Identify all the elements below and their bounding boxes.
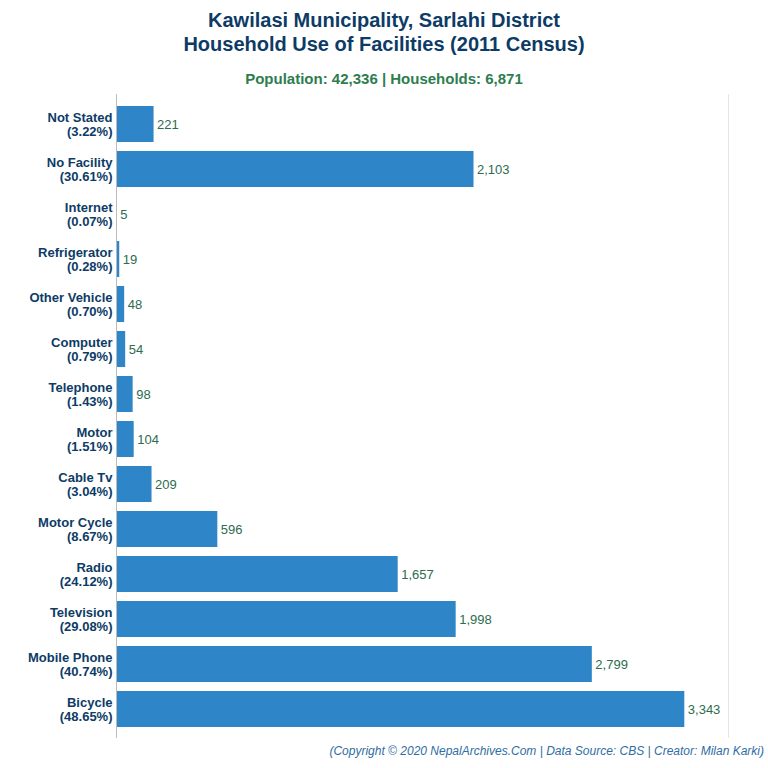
svg-text:Telephone(1.43%): Telephone(1.43%) — [48, 380, 112, 409]
svg-text:Motor(1.51%): Motor(1.51%) — [67, 425, 113, 454]
svg-text:596: 596 — [221, 522, 243, 537]
svg-text:Internet(0.07%): Internet(0.07%) — [65, 200, 113, 229]
svg-text:209: 209 — [155, 477, 177, 492]
svg-text:Cable Tv(3.04%): Cable Tv(3.04%) — [58, 470, 113, 499]
svg-text:Computer(0.79%): Computer(0.79%) — [51, 335, 112, 364]
svg-text:2,103: 2,103 — [477, 162, 510, 177]
svg-text:19: 19 — [123, 252, 137, 267]
svg-text:Motor Cycle(8.67%): Motor Cycle(8.67%) — [38, 515, 112, 544]
svg-text:98: 98 — [136, 387, 150, 402]
svg-text:Other Vehicle(0.70%): Other Vehicle(0.70%) — [29, 290, 112, 319]
svg-text:221: 221 — [157, 117, 179, 132]
svg-text:5: 5 — [120, 207, 127, 222]
svg-text:1,998: 1,998 — [459, 612, 492, 627]
svg-text:3,343: 3,343 — [688, 702, 721, 717]
svg-text:48: 48 — [128, 297, 142, 312]
svg-text:Radio(24.12%): Radio(24.12%) — [60, 560, 113, 589]
svg-text:Not Stated(3.22%): Not Stated(3.22%) — [48, 110, 113, 139]
svg-text:1,657: 1,657 — [401, 567, 434, 582]
html-text:Kawilasi Municipality, Sarlahi: Kawilasi Municipality, Sarlahi District … — [183, 9, 585, 55]
svg-text:54: 54 — [129, 342, 143, 357]
svg-text:No Facility(30.61%): No Facility(30.61%) — [47, 155, 114, 184]
html-text:Population: 42,336 | Household: Population: 42,336 | Households: 6,871 — [245, 70, 523, 87]
svg-text:104: 104 — [137, 432, 159, 447]
svg-text:Mobile Phone(40.74%): Mobile Phone(40.74%) — [28, 650, 113, 679]
svg-text:Television(29.08%): Television(29.08%) — [50, 605, 113, 634]
svg-text:Bicycle(48.65%): Bicycle(48.65%) — [60, 695, 113, 724]
svg-text:Refrigerator(0.28%): Refrigerator(0.28%) — [38, 245, 112, 274]
svg-text:2,799: 2,799 — [595, 657, 628, 672]
html-text:(Copyright © 2020 NepalArchive: (Copyright © 2020 NepalArchives.Com | Da… — [329, 744, 764, 758]
